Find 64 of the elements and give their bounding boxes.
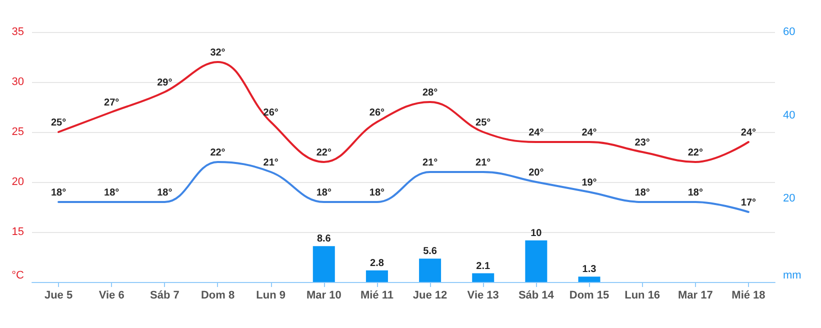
data-label: 23°	[634, 138, 650, 148]
data-label: 27°	[104, 98, 120, 108]
y-tick-label: 15	[12, 226, 24, 238]
data-label: 5.6	[423, 246, 438, 258]
data-label: 24°	[582, 128, 597, 138]
y-tick-label: 35	[12, 26, 24, 38]
data-label: 1.3	[582, 264, 597, 276]
x-tick-label: Vie 6	[98, 290, 124, 302]
y2-tick-label: 60	[783, 26, 796, 38]
bar	[419, 258, 442, 282]
data-label: 21°	[476, 158, 491, 168]
data-label: 26°	[263, 108, 278, 118]
data-label: 18°	[316, 188, 332, 198]
data-label: 28°	[422, 88, 438, 98]
data-label: 18°	[369, 188, 385, 198]
y-tick-label: 25	[12, 126, 24, 138]
data-label: 10	[530, 228, 542, 239]
x-tick-label: Mar 17	[678, 290, 713, 302]
x-tick-label: Mié 18	[732, 290, 766, 302]
x-tick-label: Jue 12	[412, 290, 448, 302]
x-tick-label: Dom 15	[569, 290, 610, 302]
x-tick-label: Vie 13	[467, 290, 499, 302]
bar	[312, 246, 335, 282]
x-tick-label: Sáb 14	[518, 290, 555, 302]
data-label: 26°	[369, 108, 385, 118]
data-label: 20°	[528, 168, 544, 178]
data-label: 8.6	[316, 234, 332, 245]
data-label: 24°	[528, 128, 544, 138]
x-tick-label: Mié 11	[360, 290, 394, 302]
x-tick-label: Dom 8	[200, 290, 235, 302]
y-axis-title: °C	[12, 270, 24, 282]
y2-tick-label: 40	[783, 109, 796, 122]
data-label: 2.8	[370, 258, 384, 269]
data-label: 21°	[422, 158, 438, 168]
x-tick-label: Mar 10	[306, 290, 342, 302]
data-label: 25°	[50, 118, 66, 128]
data-label: 2.1	[476, 260, 490, 272]
data-label: 32°	[210, 48, 226, 58]
data-label: 22°	[688, 148, 703, 158]
data-label: 29°	[157, 78, 172, 88]
x-tick-label: Sáb 7	[150, 290, 180, 302]
bar	[472, 273, 494, 282]
data-label: 17°	[740, 198, 756, 208]
x-tick-label: Jue 5	[44, 290, 73, 302]
bar	[578, 276, 600, 282]
data-label: 18°	[104, 188, 120, 198]
data-label: 22°	[316, 148, 332, 158]
x-tick-label: Lun 9	[256, 290, 286, 302]
data-label: 18°	[157, 188, 172, 198]
data-label: 19°	[582, 178, 597, 188]
bar	[366, 270, 388, 282]
data-label: 18°	[50, 188, 66, 198]
y-tick-label: 20	[12, 176, 24, 188]
y-tick-label: 30	[12, 76, 24, 88]
data-label: 21°	[263, 158, 278, 168]
x-tick-label: Lun 16	[624, 290, 660, 302]
data-label: 25°	[476, 118, 491, 128]
data-label: 22°	[210, 148, 226, 158]
data-label: 24°	[740, 128, 756, 138]
y2-axis-title: mm	[783, 270, 802, 282]
data-label: 18°	[634, 188, 650, 198]
y2-tick-label: 20	[783, 192, 796, 205]
bar	[525, 240, 548, 282]
data-label: 18°	[688, 188, 703, 198]
